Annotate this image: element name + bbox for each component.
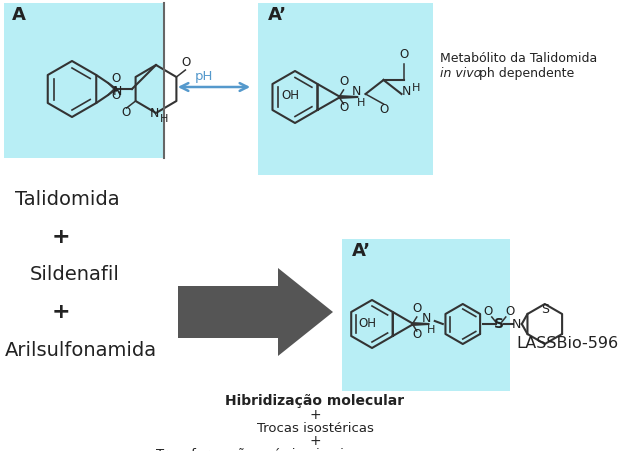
Text: O: O [121,106,130,119]
Text: O: O [339,101,348,114]
Text: N: N [512,318,522,330]
Text: +: + [52,226,71,246]
Text: +: + [309,433,321,447]
Text: +: + [52,301,71,321]
Text: O: O [111,72,121,85]
Text: O: O [399,48,408,61]
Text: O: O [182,56,191,69]
Text: Talidomida: Talidomida [15,189,120,208]
Text: N: N [422,311,431,324]
Text: Trocas isostéricas: Trocas isostéricas [256,421,373,434]
Text: Metabólito da Talidomida: Metabólito da Talidomida [440,52,598,65]
Text: N: N [113,85,122,98]
Text: pH: pH [195,70,213,83]
Text: ph dependente: ph dependente [475,67,574,80]
Text: Hibridização molecular: Hibridização molecular [225,393,404,407]
Text: H: H [411,83,420,93]
FancyBboxPatch shape [342,239,510,391]
Text: OH: OH [358,316,376,329]
Text: in vivo: in vivo [315,447,359,451]
Text: LASSBio-596: LASSBio-596 [516,335,618,350]
Text: Arilsulfonamida: Arilsulfonamida [5,340,157,359]
FancyBboxPatch shape [4,4,164,159]
Text: H: H [427,324,435,334]
Text: in vivo: in vivo [440,67,481,80]
Text: H: H [160,114,168,124]
Text: A’: A’ [268,6,287,24]
Text: O: O [111,89,121,102]
Text: O: O [483,304,492,318]
Text: O: O [412,301,422,314]
Text: A: A [12,6,26,24]
Text: A’: A’ [352,241,371,259]
Text: N: N [351,85,361,98]
Text: +: + [309,407,321,421]
Text: S: S [541,302,549,315]
FancyBboxPatch shape [258,4,433,175]
Text: O: O [505,304,515,318]
Text: Sildenafil: Sildenafil [30,264,120,283]
Text: OH: OH [281,89,299,102]
Text: O: O [379,103,388,116]
FancyArrow shape [178,268,333,356]
Text: S: S [494,316,504,330]
Text: N: N [401,85,411,98]
Text: O: O [339,75,348,88]
Text: Transformação química: Transformação química [156,447,315,451]
Text: N: N [150,107,160,120]
Text: O: O [412,327,422,340]
Text: H: H [356,98,365,108]
